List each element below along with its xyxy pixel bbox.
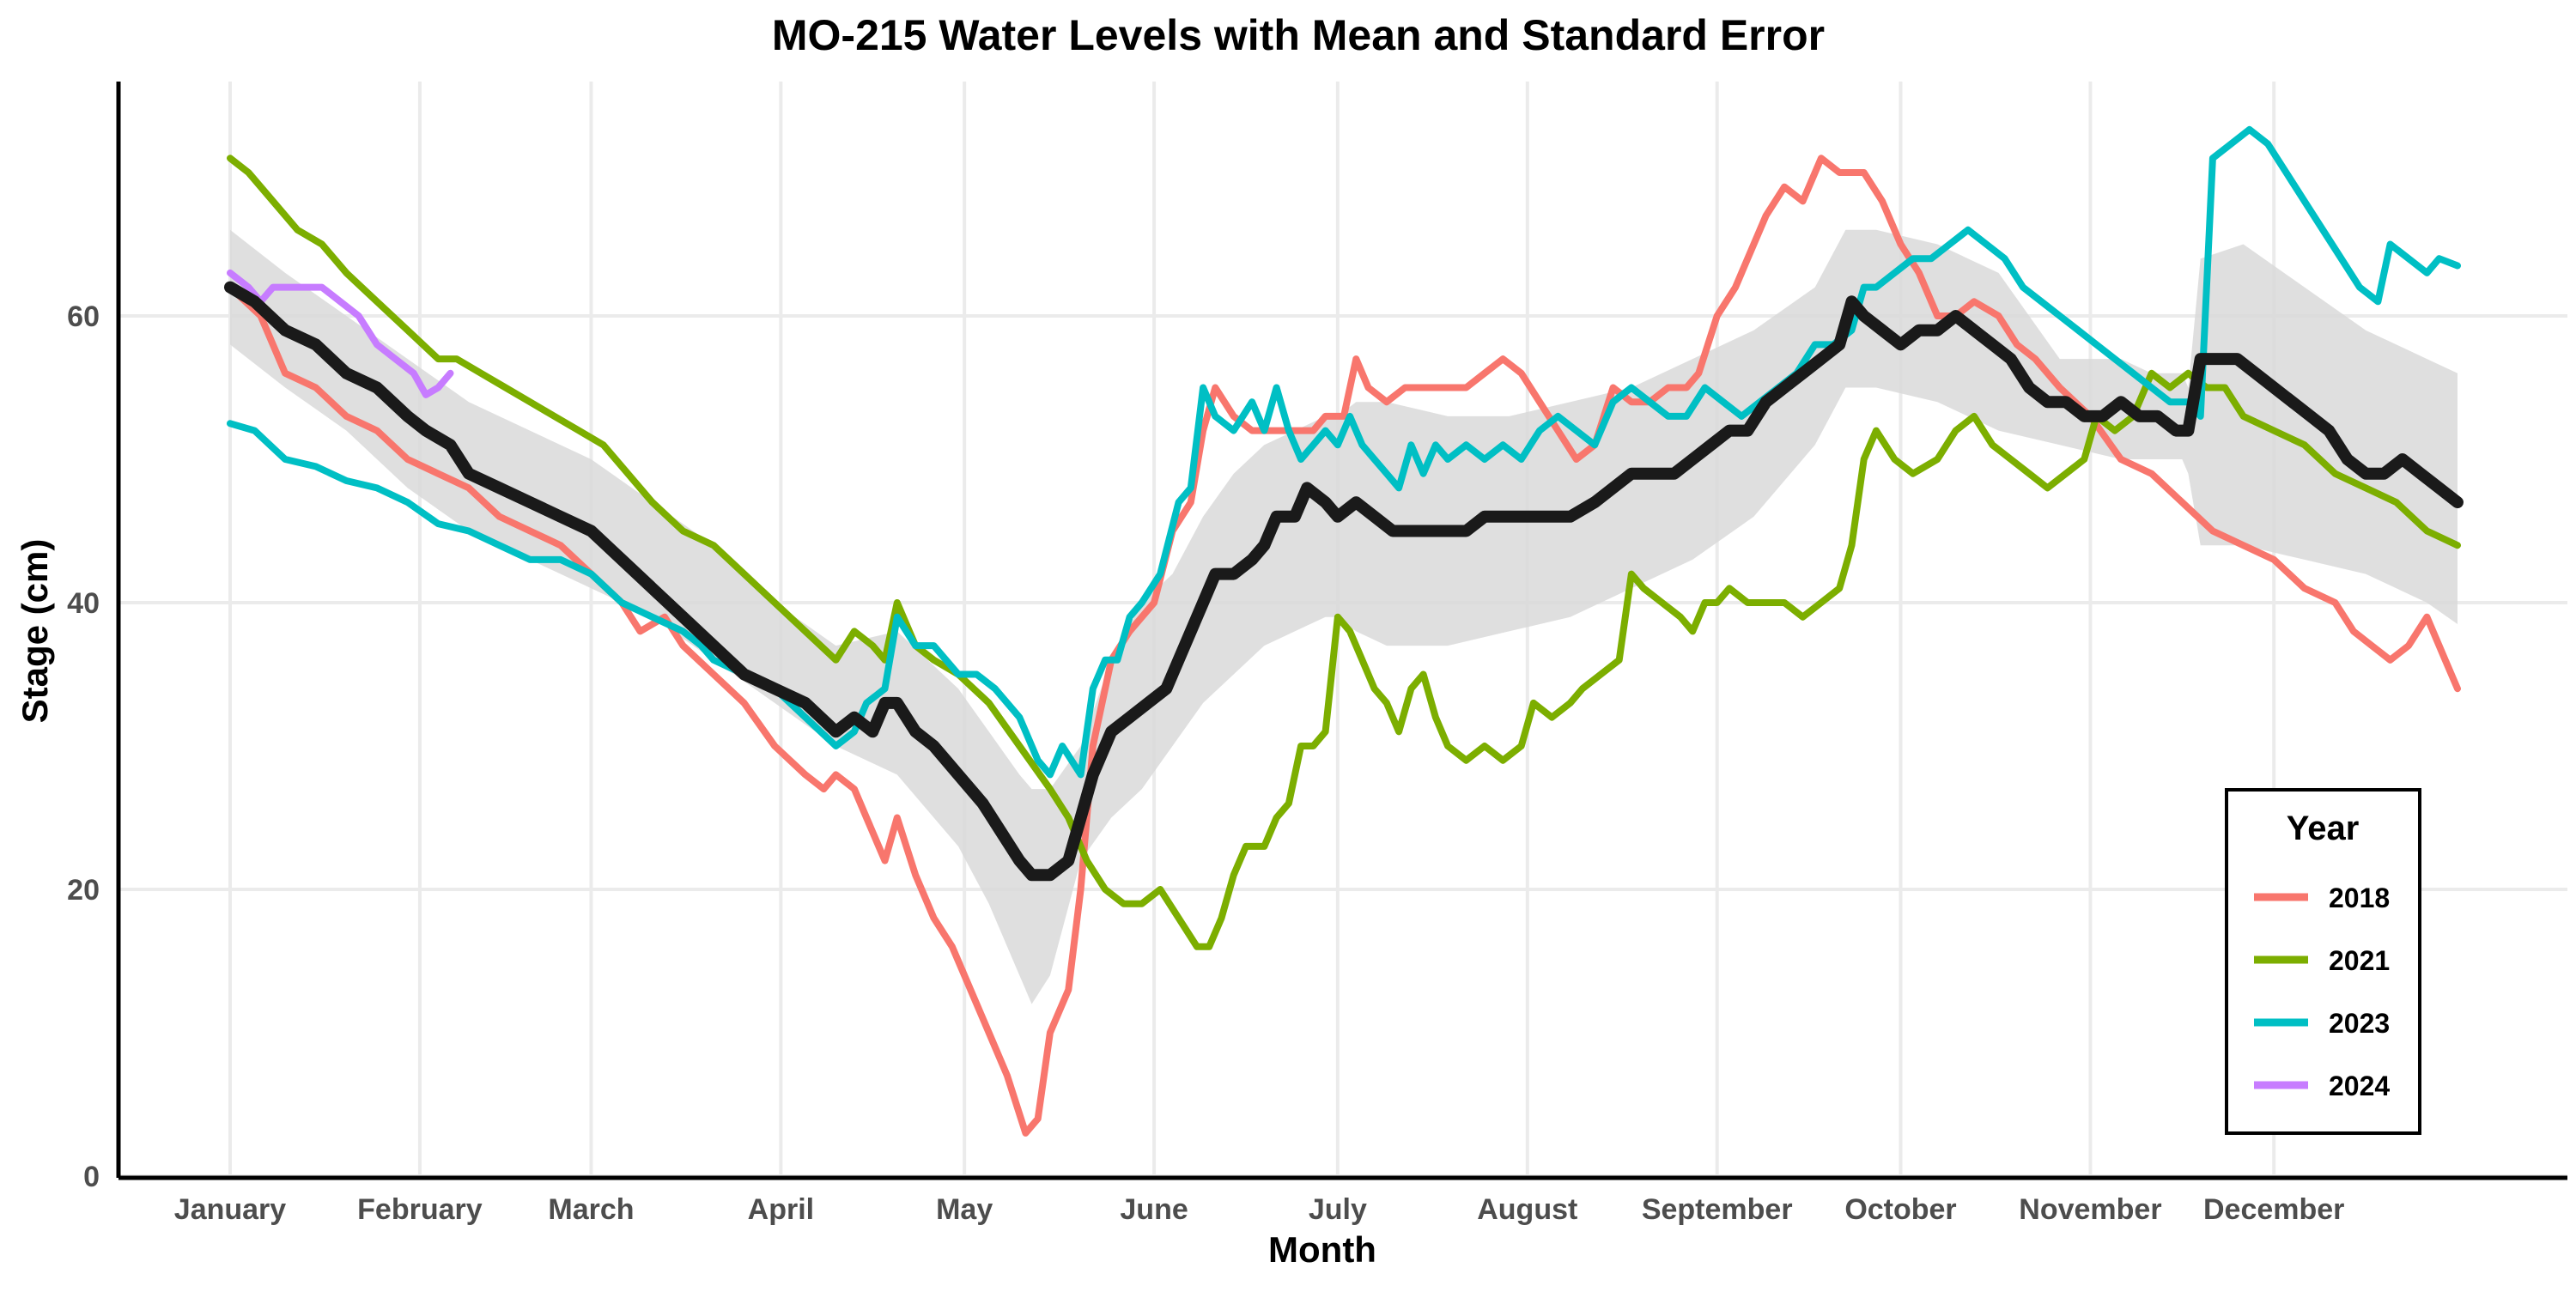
standard-error-band [230,229,2458,1004]
x-axis-label: Month [1268,1229,1376,1270]
x-tick-label-july: July [1309,1193,1367,1226]
y-axis-label: Stage (cm) [15,539,55,724]
x-tick-label-december: December [2203,1193,2344,1226]
x-tick-label-august: August [1477,1193,1577,1226]
grid-lines [118,82,2567,1178]
legend-label-2018: 2018 [2329,883,2390,913]
series-line-2021 [227,155,2461,950]
legend-title: Year [2287,810,2360,847]
x-tick-label-june: June [1120,1193,1188,1226]
axes [116,82,2567,1180]
legend-label-2024: 2024 [2329,1071,2390,1101]
x-tick-label-november: November [2019,1193,2161,1226]
x-tick-label-may: May [936,1193,993,1226]
legend-label-2023: 2023 [2329,1008,2390,1039]
series-line-2018 [227,155,2461,1137]
series-line-2024 [227,269,454,398]
series-lines-group [224,125,2464,1137]
legend: Year 2018 2021 2023 2024 [2225,788,2421,1135]
y-tick-label-60: 60 [67,300,100,333]
series-line-mean [224,281,2464,882]
x-tick-label-september: September [1642,1193,1793,1226]
y-tick-label-40: 40 [67,587,100,620]
y-tick-label-20: 20 [67,874,100,907]
standard-error-band-group [230,229,2458,1004]
y-tick-label-0: 0 [83,1161,100,1193]
tick-labels: January February March April May June July Augu… [67,300,2344,1226]
chart-title: MO-215 Water Levels with Mean and Standa… [772,11,1825,59]
x-tick-label-april: April [748,1193,814,1226]
x-tick-label-february: February [357,1193,483,1226]
x-tick-label-january: January [174,1193,286,1226]
series-line-2023 [227,125,2461,779]
legend-label-2021: 2021 [2329,945,2390,976]
x-tick-label-october: October [1844,1193,1956,1226]
x-tick-label-march: March [548,1193,634,1226]
legend-items: 2018 2021 2023 2024 [2254,883,2390,1101]
